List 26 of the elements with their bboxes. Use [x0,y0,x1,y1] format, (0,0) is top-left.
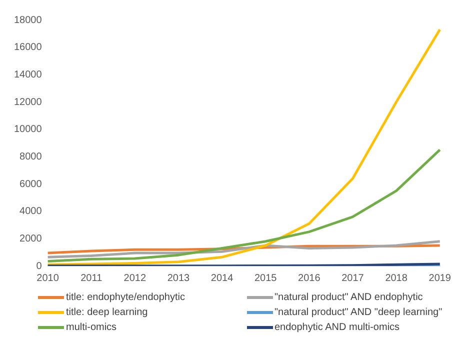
x-tick-label: 2017 [342,272,364,284]
x-tick-label: 2013 [167,272,190,284]
legend-label: title: endophyte/endophytic [66,292,185,303]
y-tick-label: 2000 [20,233,42,244]
x-tick-label: 2010 [36,272,60,284]
y-tick-label: 10000 [14,124,42,136]
y-tick-label: 16000 [14,42,42,54]
y-tick-label: 8000 [20,151,42,162]
x-tick-label: 2012 [124,272,146,284]
x-tick-label: 2015 [254,272,278,284]
x-tick-label: 2014 [210,272,234,284]
x-tick-label: 2016 [298,272,321,284]
legend-label: multi-omics [66,322,117,333]
x-tick-label: 2019 [428,272,452,284]
y-tick-label: 14000 [14,69,42,80]
y-tick-label: 4000 [20,206,42,218]
legend-label: endophytic AND multi-omics [274,322,400,333]
y-tick-label: 12000 [14,96,42,108]
x-tick-label: 2011 [80,272,103,284]
y-tick-label: 6000 [20,178,42,190]
legend-label: "natural product" AND endophytic [274,292,423,303]
legend-label: title: deep learning [66,307,148,318]
x-tick-label: 2018 [385,272,408,284]
y-tick-label: 0 [36,260,42,272]
y-tick-label: 18000 [14,14,42,26]
legend-label: "natural product" AND "deep learning" [274,307,442,318]
